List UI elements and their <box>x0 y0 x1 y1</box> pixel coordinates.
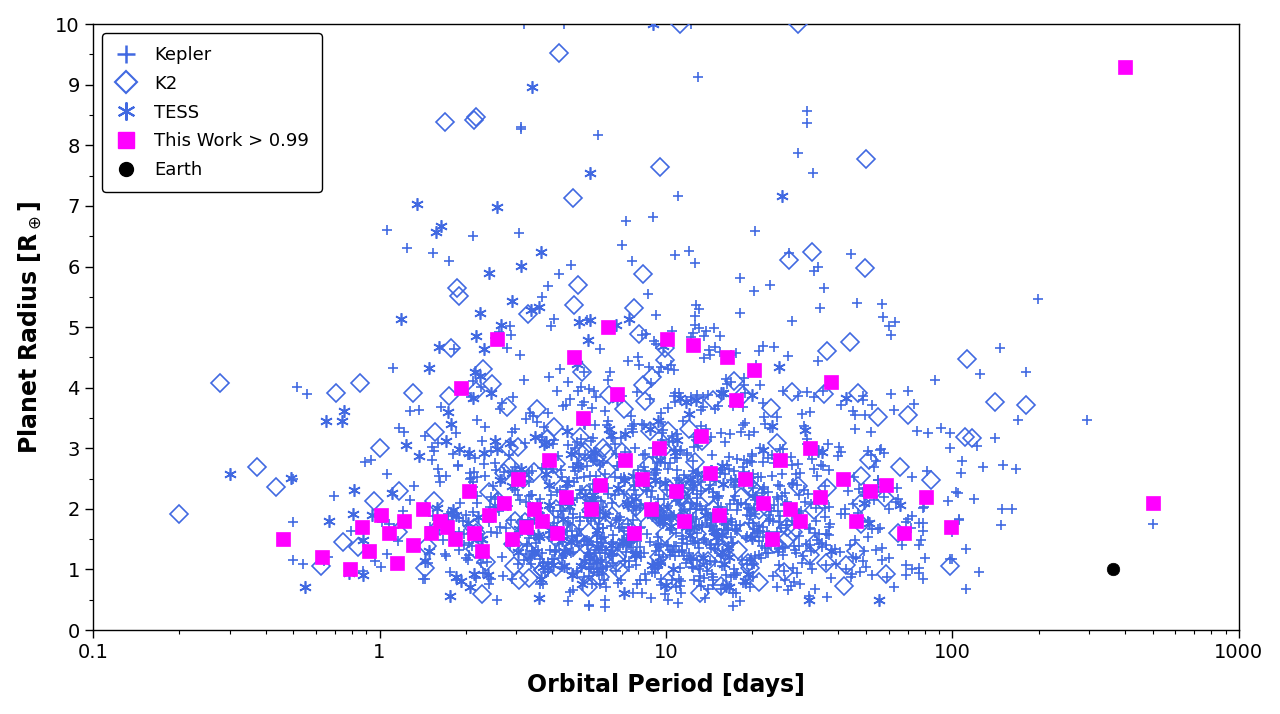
Line: TESS: TESS <box>224 18 906 606</box>
This Work > 0.99 <box>764 535 780 543</box>
Kepler <box>726 496 741 505</box>
Legend: Kepler, K2, TESS, This Work > 0.99, Earth: Kepler, K2, TESS, This Work > 0.99, Eart… <box>102 33 323 192</box>
Line: K2: K2 <box>173 18 1032 600</box>
K2 <box>673 20 689 29</box>
TESS <box>340 568 356 577</box>
TESS <box>347 486 362 495</box>
This Work > 0.99 <box>1144 498 1160 507</box>
This Work > 0.99 <box>433 517 448 526</box>
This Work > 0.99 <box>1117 62 1133 71</box>
This Work > 0.99 <box>381 529 397 538</box>
TESS <box>489 445 504 453</box>
TESS <box>529 501 544 510</box>
K2 <box>468 386 484 395</box>
TESS <box>695 553 710 562</box>
This Work > 0.99 <box>275 535 291 543</box>
Kepler <box>732 521 748 529</box>
Line: Kepler: Kepler <box>288 19 1157 612</box>
Y-axis label: Planet Radius [R$_\oplus$]: Planet Radius [R$_\oplus$] <box>17 201 45 453</box>
Kepler <box>596 533 612 541</box>
This Work > 0.99 <box>652 444 667 453</box>
K2 <box>474 589 489 598</box>
This Work > 0.99 <box>343 565 358 574</box>
TESS <box>434 222 449 231</box>
K2 <box>635 381 650 389</box>
Kepler <box>845 500 860 508</box>
Kepler <box>598 603 613 611</box>
TESS <box>872 595 887 604</box>
Kepler <box>806 393 822 402</box>
K2 <box>499 403 515 411</box>
Kepler <box>748 492 763 501</box>
TESS <box>582 169 598 177</box>
Line: This Work > 0.99: This Work > 0.99 <box>276 60 1160 576</box>
Kepler <box>868 488 883 496</box>
Kepler <box>556 20 571 29</box>
K2 <box>502 444 517 453</box>
Kepler <box>660 365 676 373</box>
K2 <box>535 565 550 574</box>
TESS <box>645 20 660 29</box>
K2 <box>626 303 641 312</box>
This Work > 0.99 <box>448 535 463 543</box>
This Work > 0.99 <box>943 523 959 531</box>
X-axis label: Orbital Period [days]: Orbital Period [days] <box>527 673 805 698</box>
K2 <box>598 448 613 457</box>
K2 <box>549 505 564 513</box>
TESS <box>461 518 476 527</box>
